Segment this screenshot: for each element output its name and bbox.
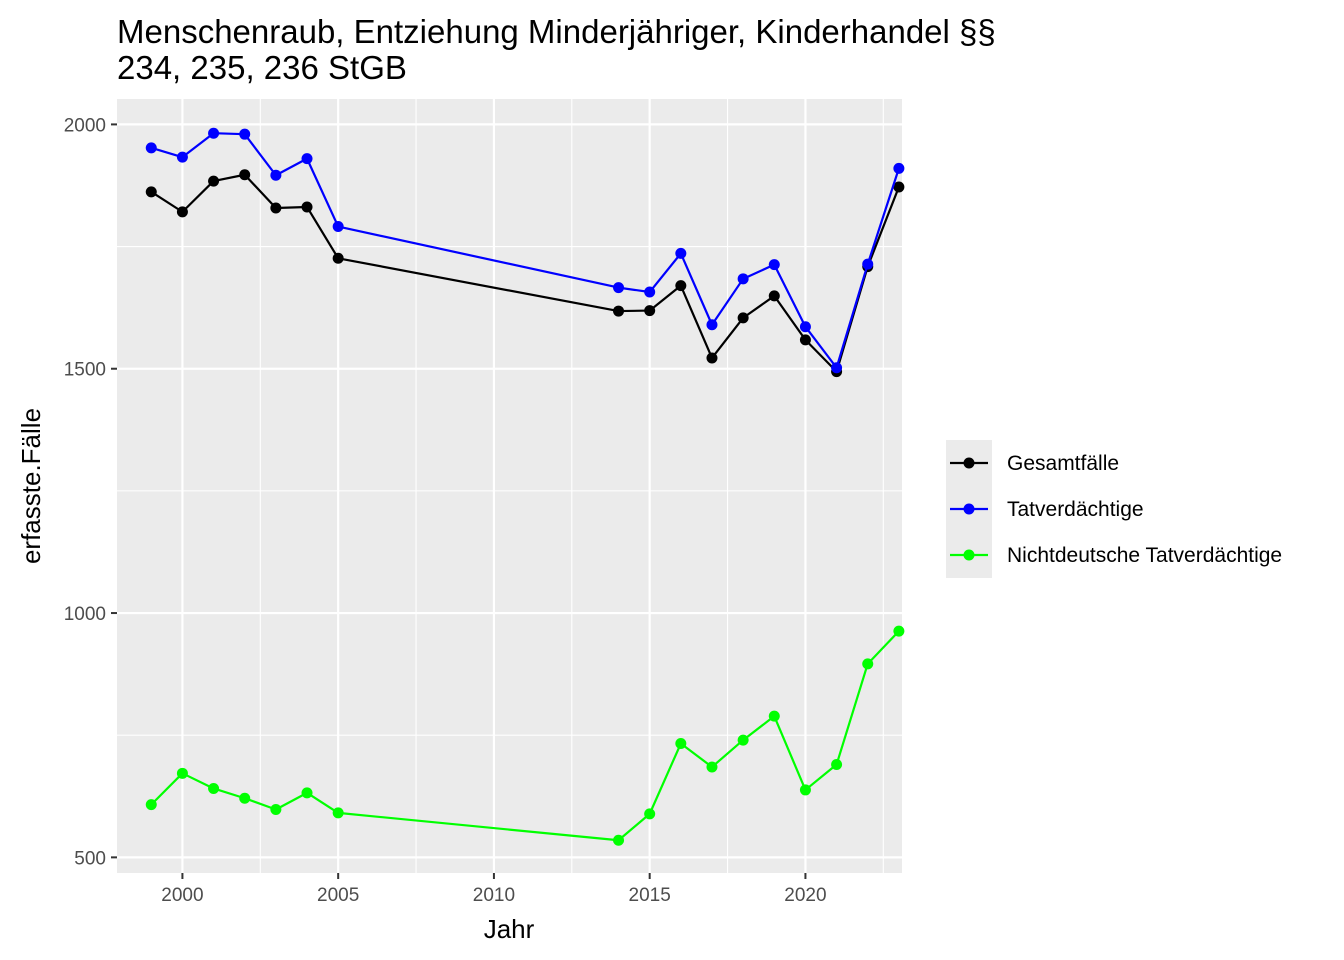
series-2 bbox=[145, 127, 905, 374]
data-point bbox=[613, 834, 625, 846]
data-point bbox=[644, 808, 656, 820]
data-point bbox=[737, 273, 749, 285]
data-point bbox=[644, 305, 656, 317]
data-point bbox=[737, 312, 749, 324]
y-tick-label: 2000 bbox=[64, 115, 106, 136]
data-point bbox=[239, 792, 251, 804]
data-point bbox=[831, 362, 843, 374]
data-point bbox=[893, 181, 905, 193]
data-point bbox=[208, 127, 220, 139]
legend-item: Nichtdeutsche Tatverdächtige bbox=[950, 544, 1282, 567]
series-1 bbox=[145, 169, 905, 378]
data-point bbox=[270, 202, 282, 214]
data-point bbox=[799, 784, 811, 796]
data-point bbox=[301, 787, 313, 799]
x-tick-label: 2010 bbox=[473, 885, 515, 906]
y-tick-label: 1500 bbox=[64, 360, 106, 381]
data-point bbox=[239, 128, 251, 140]
data-point bbox=[706, 352, 718, 364]
data-point bbox=[301, 201, 313, 213]
legend-item: Tatverdächtige bbox=[950, 498, 1144, 521]
legend-key-point bbox=[963, 457, 975, 469]
data-point bbox=[208, 175, 220, 187]
data-point bbox=[613, 282, 625, 294]
chart-title-line-2: 234, 235, 236 StGB bbox=[117, 49, 407, 86]
data-point bbox=[208, 782, 220, 794]
legend: Gesamtfälle Tatverdächtige Nichtdeutsche T… bbox=[946, 440, 1282, 578]
data-point bbox=[737, 734, 749, 746]
data-point bbox=[301, 153, 313, 165]
data-point bbox=[644, 286, 656, 298]
x-tick-label: 2000 bbox=[161, 885, 203, 906]
data-point bbox=[239, 169, 251, 181]
data-point bbox=[613, 305, 625, 317]
chart-title-line-1: Menschenraub, Entziehung Minderjähriger,… bbox=[117, 13, 996, 50]
axis-ticks: 2000 2005 2010 2015 2020 500 1000 1500 2000 bbox=[64, 115, 827, 906]
x-tick-label: 2005 bbox=[317, 885, 359, 906]
data-point bbox=[176, 151, 188, 163]
legend-key-point bbox=[963, 503, 975, 515]
data-point bbox=[332, 252, 344, 264]
legend-label: Nichtdeutsche Tatverdächtige bbox=[1007, 544, 1282, 567]
y-tick-label: 1000 bbox=[64, 604, 106, 625]
data-point bbox=[831, 759, 843, 771]
grid-lines bbox=[117, 99, 902, 873]
data-point bbox=[145, 799, 157, 811]
y-axis-title: erfasste.Fälle bbox=[16, 408, 46, 564]
data-point bbox=[799, 334, 811, 346]
y-tick-label: 500 bbox=[74, 848, 106, 869]
data-point bbox=[145, 186, 157, 198]
data-point bbox=[145, 142, 157, 154]
data-point bbox=[176, 206, 188, 218]
data-series bbox=[145, 127, 905, 846]
data-point bbox=[893, 625, 905, 637]
data-point bbox=[675, 247, 687, 259]
data-point bbox=[768, 710, 780, 722]
data-point bbox=[706, 761, 718, 773]
x-tick-label: 2015 bbox=[629, 885, 671, 906]
legend-item: Gesamtfälle bbox=[950, 452, 1119, 475]
data-point bbox=[332, 221, 344, 233]
data-point bbox=[706, 319, 718, 331]
data-point bbox=[799, 321, 811, 333]
legend-key-point bbox=[963, 549, 975, 561]
x-axis-title: Jahr bbox=[484, 914, 535, 944]
legend-label: Gesamtfälle bbox=[1007, 452, 1119, 475]
data-point bbox=[768, 259, 780, 271]
plot-panel bbox=[117, 99, 902, 873]
data-point bbox=[176, 767, 188, 779]
data-point bbox=[270, 803, 282, 815]
legend-label: Tatverdächtige bbox=[1007, 498, 1144, 521]
data-point bbox=[893, 162, 905, 174]
data-point bbox=[270, 169, 282, 181]
data-point bbox=[862, 258, 874, 270]
data-point bbox=[862, 658, 874, 670]
series-3 bbox=[145, 625, 905, 846]
data-point bbox=[332, 807, 344, 819]
data-point bbox=[768, 290, 780, 302]
data-point bbox=[675, 280, 687, 292]
x-tick-label: 2020 bbox=[784, 885, 826, 906]
data-point bbox=[675, 738, 687, 750]
